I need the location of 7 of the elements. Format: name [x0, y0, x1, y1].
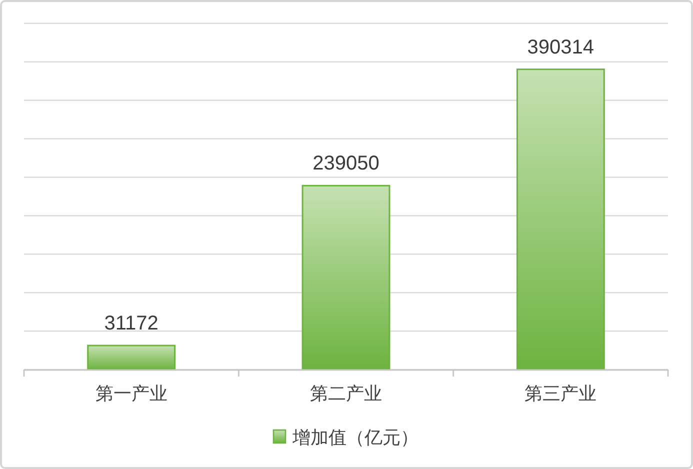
category-label: 第二产业: [310, 384, 382, 404]
category-label: 第一产业: [95, 384, 168, 404]
data-label: 239050: [312, 152, 380, 175]
data-label: 31172: [104, 312, 158, 335]
legend-label: 增加值（亿元）: [292, 428, 418, 448]
category-label: 第三产业: [524, 384, 597, 404]
data-label: 390314: [527, 36, 594, 58]
